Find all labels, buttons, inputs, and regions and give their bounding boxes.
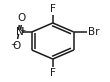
Text: N: N [16,27,24,37]
Text: F: F [50,4,56,14]
Text: F: F [50,68,56,78]
Text: O: O [12,41,21,51]
Text: +: + [20,26,26,35]
Text: Br: Br [88,27,99,37]
Text: −: − [10,41,16,50]
Text: O: O [18,13,26,23]
